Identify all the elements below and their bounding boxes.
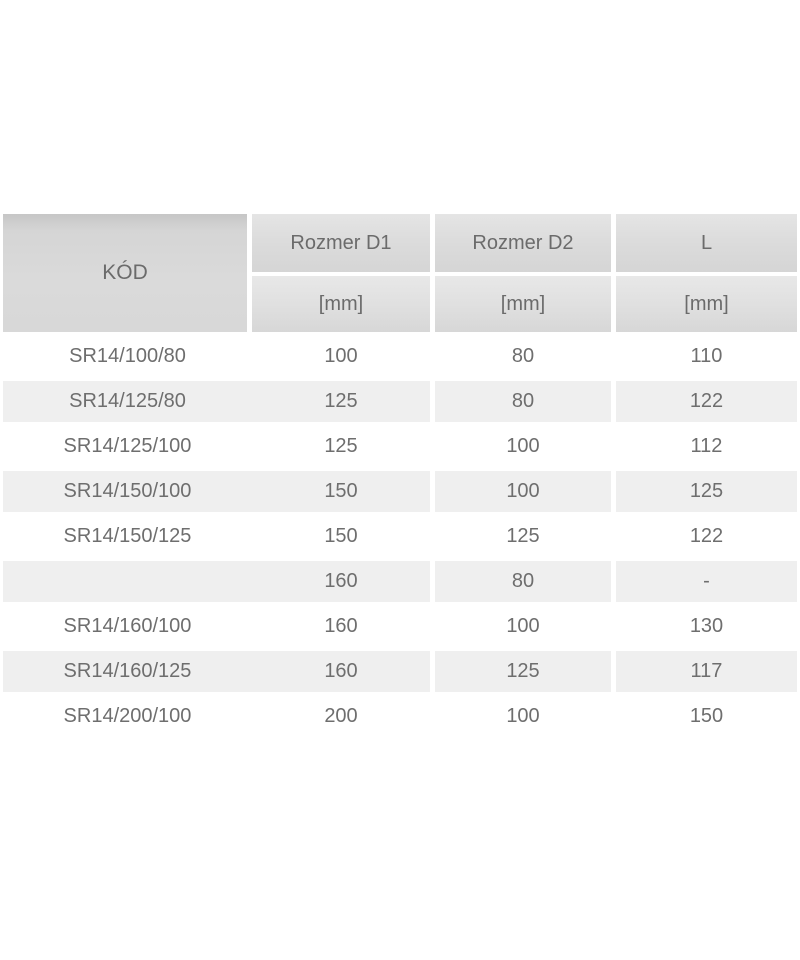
header-l: L: [616, 214, 797, 272]
d2-value: 125: [435, 651, 611, 692]
header-labels-row: Rozmer D1 Rozmer D2 L: [252, 214, 797, 272]
kod-value: SR14/125/100: [3, 426, 252, 467]
d2-value: 125: [435, 516, 611, 557]
l-value: 125: [616, 471, 797, 512]
table-row: SR14/150/125 150 125 122: [3, 516, 797, 557]
l-value: 122: [616, 381, 797, 422]
d1-value: 100: [252, 336, 430, 377]
d2-value: 100: [435, 696, 611, 737]
d1-value: 125: [252, 381, 430, 422]
table-row: 160 80 -: [3, 561, 797, 602]
d1-value: 160: [252, 606, 430, 647]
table-header: KÓD Rozmer D1 Rozmer D2 L [mm] [mm] [mm]: [3, 214, 797, 332]
d2-value: 80: [435, 561, 611, 602]
kod-value: [3, 561, 252, 602]
d2-value: 80: [435, 381, 611, 422]
d1-value: 160: [252, 651, 430, 692]
kod-value: SR14/200/100: [3, 696, 252, 737]
kod-value: SR14/150/100: [3, 471, 252, 512]
unit-d1: [mm]: [252, 276, 430, 332]
table-row: SR14/100/80 100 80 110: [3, 336, 797, 377]
table-row: SR14/150/100 150 100 125: [3, 471, 797, 512]
kod-value: SR14/160/125: [3, 651, 252, 692]
kod-value: SR14/150/125: [3, 516, 252, 557]
d2-value: 100: [435, 426, 611, 467]
d1-value: 200: [252, 696, 430, 737]
l-value: 130: [616, 606, 797, 647]
l-value: -: [616, 561, 797, 602]
spec-table: KÓD Rozmer D1 Rozmer D2 L [mm] [mm] [mm]…: [3, 214, 797, 741]
header-kod: KÓD: [3, 214, 247, 332]
kod-value: SR14/125/80: [3, 381, 252, 422]
header-rozmer-d1: Rozmer D1: [252, 214, 430, 272]
table-row: SR14/160/125 160 125 117: [3, 651, 797, 692]
l-value: 150: [616, 696, 797, 737]
d2-value: 80: [435, 336, 611, 377]
unit-d2: [mm]: [435, 276, 611, 332]
d1-value: 160: [252, 561, 430, 602]
table-row: SR14/160/100 160 100 130: [3, 606, 797, 647]
kod-value: SR14/100/80: [3, 336, 252, 377]
l-value: 112: [616, 426, 797, 467]
d1-value: 125: [252, 426, 430, 467]
table-row: SR14/200/100 200 100 150: [3, 696, 797, 737]
table-body: SR14/100/80 100 80 110 SR14/125/80 125 8…: [3, 336, 797, 737]
kod-value: SR14/160/100: [3, 606, 252, 647]
l-value: 117: [616, 651, 797, 692]
d2-value: 100: [435, 606, 611, 647]
header-right-group: Rozmer D1 Rozmer D2 L [mm] [mm] [mm]: [252, 214, 797, 332]
l-value: 122: [616, 516, 797, 557]
d1-value: 150: [252, 516, 430, 557]
table-row: SR14/125/100 125 100 112: [3, 426, 797, 467]
header-units-row: [mm] [mm] [mm]: [252, 276, 797, 332]
unit-l: [mm]: [616, 276, 797, 332]
d1-value: 150: [252, 471, 430, 512]
d2-value: 100: [435, 471, 611, 512]
l-value: 110: [616, 336, 797, 377]
table-row: SR14/125/80 125 80 122: [3, 381, 797, 422]
header-rozmer-d2: Rozmer D2: [435, 214, 611, 272]
